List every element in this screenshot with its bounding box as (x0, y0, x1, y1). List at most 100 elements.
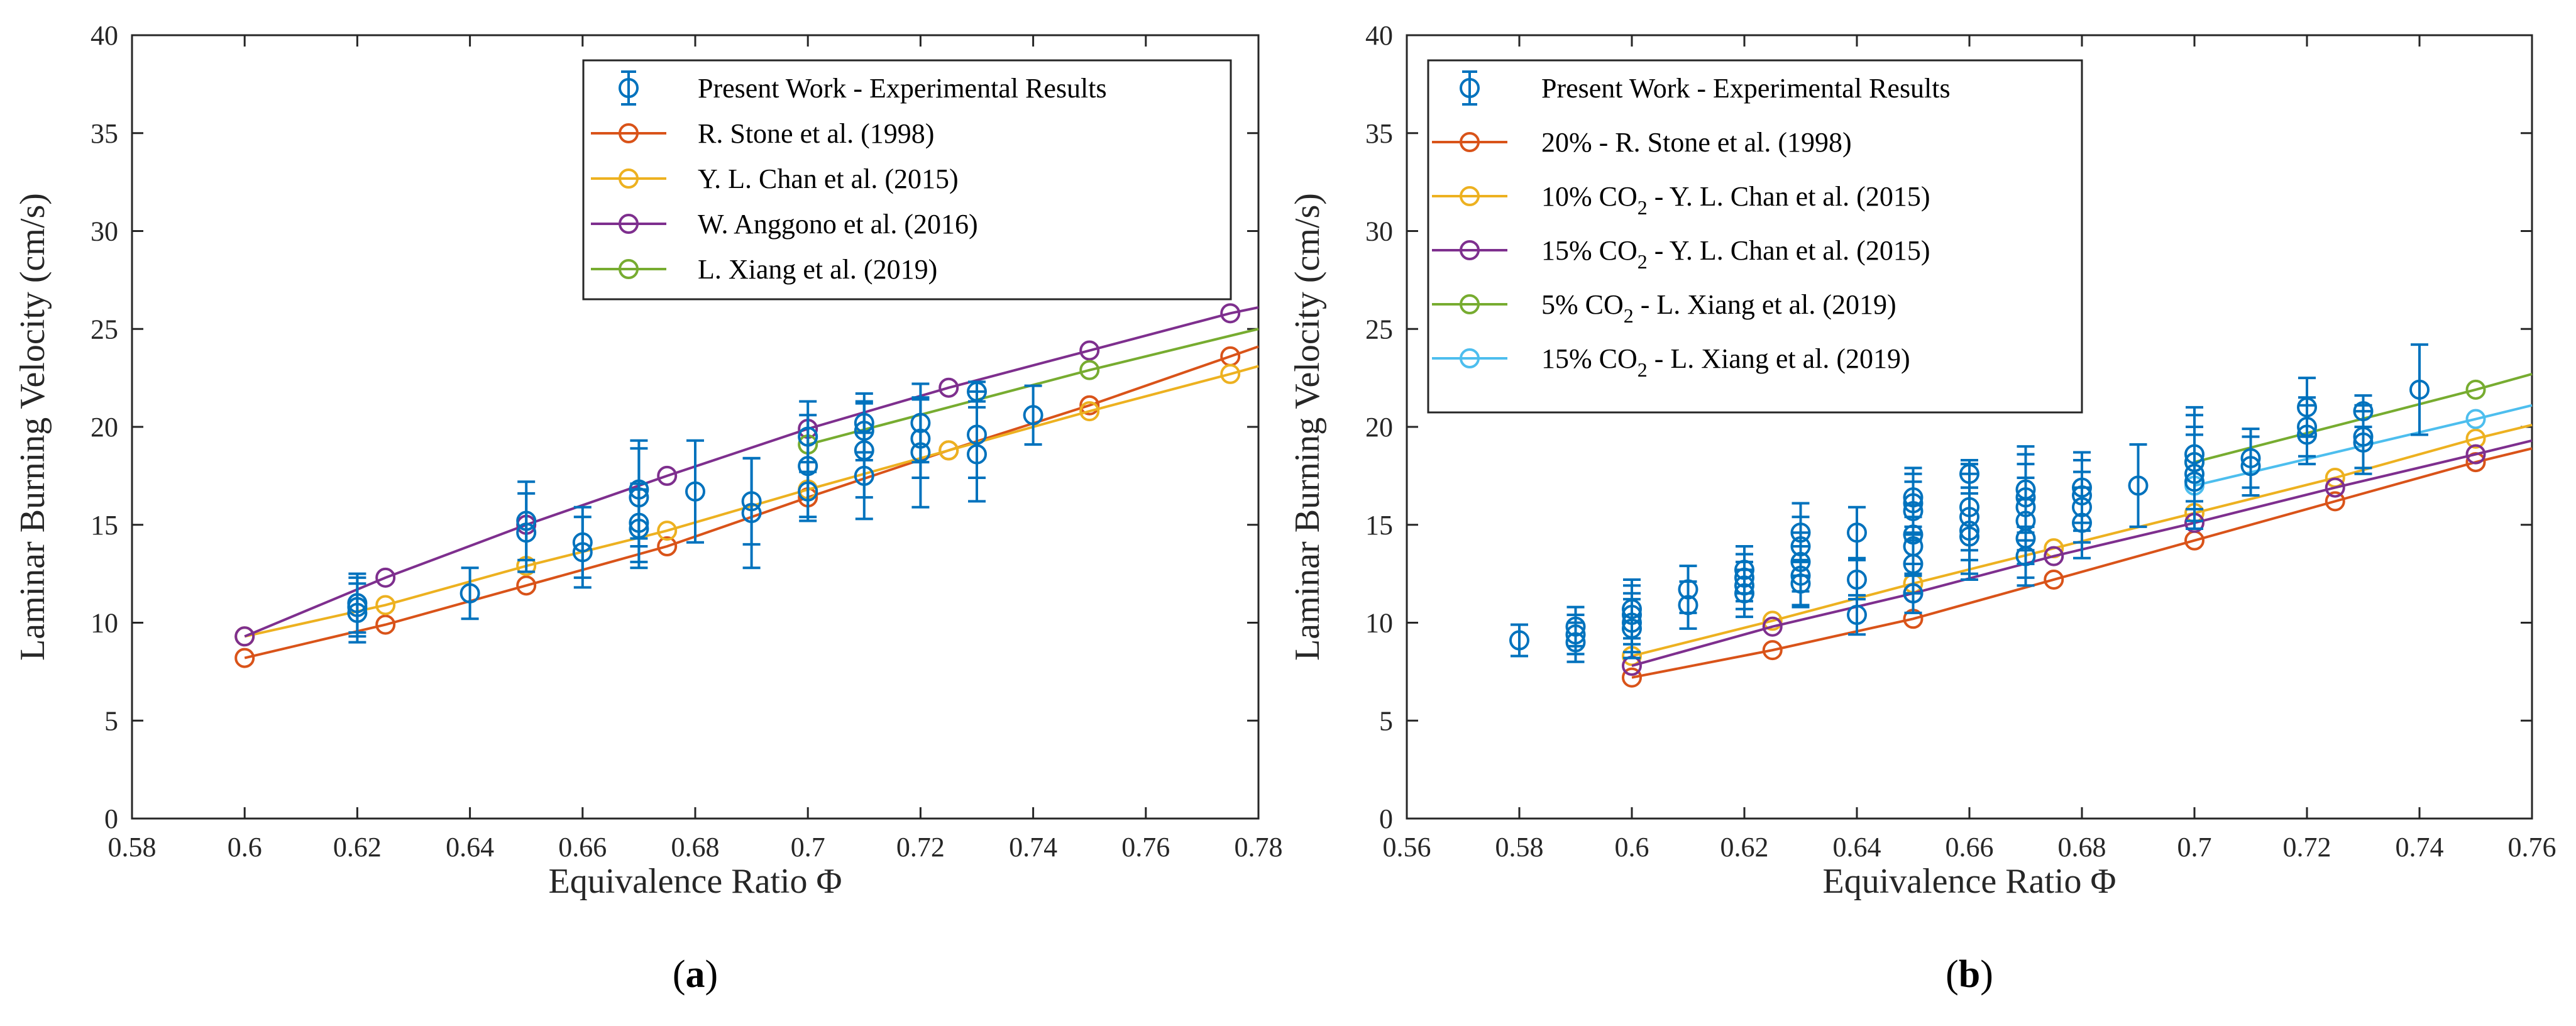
series-line-1 (1631, 447, 2533, 679)
series-marker-2 (1079, 401, 1100, 422)
x-tick-label: 0.6 (1615, 832, 1649, 863)
y-tick-label: 10 (91, 608, 118, 639)
experimental-point (854, 465, 874, 486)
y-tick-label: 35 (91, 118, 118, 149)
legend-label: Y. L. Chan et al. (2015) (698, 163, 959, 194)
legend-label: 10% CO2 - Y. L. Chan et al. (2015) (1541, 181, 1930, 219)
experimental-point (1622, 618, 1642, 639)
x-tick-label: 0.62 (1720, 832, 1769, 863)
series-marker-1 (2044, 569, 2064, 590)
series-line-2 (1631, 423, 2533, 658)
experimental-point (685, 481, 705, 502)
y-tick-label: 5 (1379, 705, 1393, 736)
series-marker-2 (938, 440, 959, 461)
series-marker-3 (2325, 477, 2345, 498)
experimental-point (1734, 583, 1754, 604)
legend-marker (619, 214, 639, 234)
x-tick-label: 0.72 (2283, 832, 2331, 863)
legend-label: R. Stone et al. (1998) (698, 118, 934, 149)
legend-label: 15% CO2 - Y. L. Chan et al. (2015) (1541, 235, 1930, 273)
y-axis-label: Laminar Burning Velocity (cm/s) (13, 193, 52, 661)
y-tick-label: 10 (1365, 608, 1393, 639)
experimental-point (2184, 472, 2204, 492)
legend-label: 20% - R. Stone et al. (1998) (1541, 127, 1852, 158)
legend-label: L. Xiang et al. (2019) (698, 254, 937, 285)
panel-caption: (b) (1946, 953, 1993, 996)
series-marker-2 (2465, 428, 2486, 449)
series-marker-2 (1762, 610, 1783, 631)
experimental-point (1565, 632, 1586, 653)
series-marker-5 (2465, 409, 2486, 429)
series-marker-3 (1220, 303, 1241, 324)
experimental-point (2072, 512, 2092, 533)
y-tick-label: 5 (104, 705, 118, 736)
x-axis-label: Equivalence Ratio Φ (1822, 862, 2116, 901)
experimental-point (2353, 432, 2374, 453)
experimental-point (910, 442, 931, 463)
experimental-point (2128, 475, 2149, 496)
legend-box (582, 59, 1232, 301)
series-marker-1 (1622, 667, 1642, 688)
x-tick-label: 0.68 (671, 832, 720, 863)
x-tick-label: 0.64 (446, 832, 494, 863)
experimental-point (2297, 424, 2317, 445)
series-marker-1 (657, 536, 678, 557)
y-tick-label: 20 (91, 412, 118, 443)
legend-label: 15% CO2 - L. Xiang et al. (2019) (1541, 343, 1910, 381)
y-tick-label: 20 (1365, 412, 1393, 443)
x-tick-label: 0.76 (1121, 832, 1170, 863)
series-marker-1 (2325, 491, 2345, 512)
experimental-point (572, 542, 593, 563)
experimental-point (798, 481, 818, 502)
series-marker-3 (2044, 546, 2064, 566)
experimental-point (1678, 595, 1698, 615)
legend-label: Present Work - Experimental Results (1541, 73, 1951, 104)
y-tick-label: 30 (1365, 216, 1393, 247)
series-marker-2 (1220, 363, 1241, 384)
experimental-point (629, 518, 649, 539)
x-tick-label: 0.76 (2508, 832, 2557, 863)
series-marker-1 (375, 614, 396, 635)
legend-label: W. Anggono et al. (2016) (698, 209, 978, 240)
experimental-point (1903, 583, 1924, 604)
experimental-point (460, 583, 480, 604)
legend-marker (1460, 294, 1480, 314)
series-line-4 (2194, 372, 2533, 464)
legend-marker (619, 78, 639, 98)
experimental-point (1509, 630, 1529, 651)
experimental-point (1847, 569, 1867, 590)
legend-marker (619, 168, 639, 189)
x-tick-label: 0.66 (1946, 832, 1994, 863)
legend-marker (1460, 186, 1480, 206)
experimental-point (347, 597, 368, 617)
chart-panel-b: 0.56 0.58 0.6 0.62 0.64 0.66 0.68 0.7 0.72 0.74 0.… (1288, 20, 2557, 996)
y-tick-label: 25 (1365, 314, 1393, 345)
legend-marker (1460, 348, 1480, 368)
y-tick-label: 40 (91, 20, 118, 51)
x-tick-label: 0.62 (333, 832, 382, 863)
series-line-5 (2194, 404, 2533, 487)
experimental-point (967, 444, 987, 465)
experimental-point (2409, 379, 2430, 400)
experimental-point (1847, 522, 1867, 543)
series-marker-2 (657, 521, 678, 541)
legend-box (1427, 59, 2083, 414)
experimental-point (1847, 605, 1867, 626)
legend-marker (1460, 78, 1480, 98)
legend-marker (619, 259, 639, 279)
experimental-point (1959, 526, 1979, 547)
series-marker-3 (234, 626, 255, 647)
experimental-point (2015, 546, 2036, 566)
y-tick-label: 25 (91, 314, 118, 345)
series-marker-3 (1762, 616, 1783, 637)
series-marker-1 (234, 648, 255, 668)
series-marker-3 (1079, 340, 1100, 361)
series-line-4 (807, 328, 1259, 446)
series-marker-3 (657, 465, 678, 486)
y-tick-label: 40 (1365, 20, 1393, 51)
x-axis-label: Equivalence Ratio Φ (548, 862, 842, 901)
x-tick-label: 0.56 (1383, 832, 1431, 863)
x-tick-label: 0.7 (2177, 832, 2212, 863)
experimental-point (1023, 405, 1043, 426)
